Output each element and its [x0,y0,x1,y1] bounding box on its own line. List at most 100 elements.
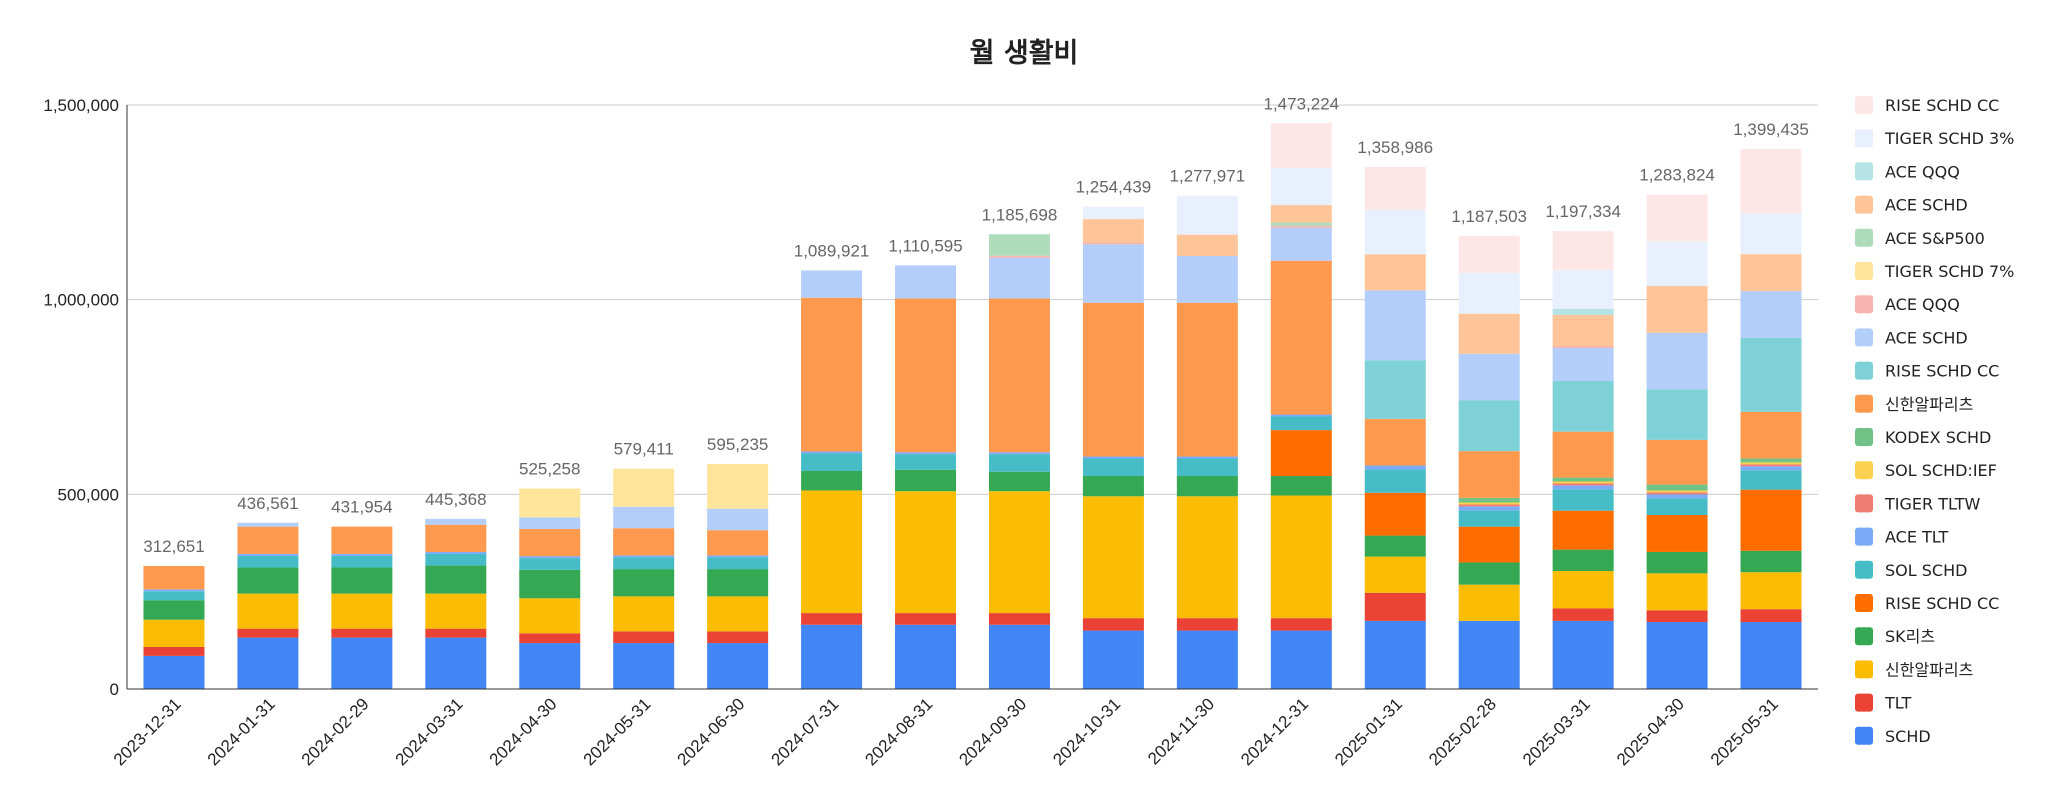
bar-segment [1082,242,1144,245]
bar-segment [1740,291,1802,338]
legend-swatch [1855,129,1873,148]
legend-swatch [1855,195,1873,214]
bar-segment [1740,213,1802,255]
legend-swatch [1855,295,1873,314]
bar-segment [1082,219,1144,243]
legend-label: SCHD [1885,727,1931,746]
legend-swatch [1855,594,1873,612]
total-label: 1,185,698 [982,205,1058,224]
legend-label: RISE SCHD CC [1885,594,1999,613]
chart-title: 월 생활비 [970,38,1079,69]
y-axis: 0 500,000 1,000,000 1,500,000 [43,96,128,699]
bar-segment [425,553,487,566]
bar-segment [425,593,487,629]
bar-segment [1552,571,1614,609]
bar-segment [1646,610,1708,623]
bar-segment [1458,353,1520,401]
bar-segment [1270,416,1332,431]
bar-segment [1646,241,1708,287]
legend-swatch [1855,162,1873,181]
legend-label: KODEX SCHD [1885,428,1991,447]
bar-segment [143,591,205,601]
legend-swatch [1855,262,1873,280]
bar-segment [1740,609,1802,623]
bar-segment [237,522,299,527]
bar-segment [1740,572,1802,610]
bar-segment [519,558,581,570]
bar-segment [988,454,1050,472]
total-label: 525,258 [519,459,580,478]
bar-segment [1740,411,1802,459]
bar-segment [1458,497,1520,503]
bar-segment [1364,620,1426,689]
bar-segment [1364,556,1426,593]
bar-segment [613,528,675,556]
y-tick-label: 500,000 [58,485,119,504]
x-tick-label: 2024-12-31 [1237,694,1312,769]
bar-segment [1176,496,1238,619]
legend-label: TIGER SCHD 3% [1884,129,2014,148]
total-label: 595,235 [707,435,768,454]
bar-segment [1740,458,1802,463]
bar-segment [895,298,957,453]
bar-segment [801,270,863,298]
bar-segment [988,471,1050,492]
bar-segment [519,633,581,644]
x-tick-label: 2025-02-28 [1425,694,1500,769]
legend-label: SOL SCHD [1885,561,1967,580]
legend-swatch [1855,494,1873,513]
bar-segment [707,508,769,531]
x-tick-label: 2024-11-30 [1144,694,1218,768]
bar-segment [519,643,581,689]
bar-segment [237,593,299,629]
bar-segment [1176,302,1238,457]
total-label: 1,473,224 [1263,94,1339,113]
bar-segment [613,643,675,689]
legend-swatch [1855,627,1873,646]
legend-swatch [1855,328,1873,347]
bar-segment [1740,254,1802,292]
bar-segment [1646,490,1708,493]
bar-segment [1082,630,1144,689]
bar-segment [707,557,769,570]
legend-swatch [1855,660,1873,679]
legend-swatch [1855,461,1873,480]
bar-segment [988,255,1050,258]
bar-segment [1458,272,1520,314]
bar-segment [613,506,675,529]
bar-segment [1364,465,1426,470]
bar-segment [1270,222,1332,226]
bar-segment [801,613,863,625]
bar-segment [1458,313,1520,354]
bar-segment [1082,618,1144,631]
bar-segment [1364,166,1426,210]
bar-segment [1646,332,1708,390]
bar-segment [331,526,393,554]
legend-swatch [1855,726,1873,745]
bar-segment [1082,456,1144,459]
x-tick-label: 2025-04-30 [1613,694,1688,769]
bar-segment [1740,464,1802,467]
bar-segment [237,553,299,556]
bar-segment [237,628,299,638]
bar-segment [1270,205,1332,223]
bar-segment [237,567,299,594]
total-label: 1,283,824 [1639,166,1715,185]
bar-segment [1458,510,1520,527]
bar-segment [801,297,863,452]
total-label: 312,651 [143,537,204,556]
legend-label: SOL SCHD:IEF [1885,461,1997,480]
bar-segment [613,596,675,632]
x-tick-label: 2024-01-31 [204,694,279,769]
legend-swatch [1855,560,1873,579]
bar-segment [801,453,863,471]
x-tick-label: 2024-08-31 [861,694,936,769]
bar-segment [1176,195,1238,235]
bar-segment [1646,551,1708,574]
legend-label: TLT [1884,694,1911,713]
bar-segment [801,490,863,614]
bar-segment [425,628,487,638]
bar-segment [1552,231,1614,271]
bar-segment [1552,345,1614,348]
bar-segment [519,556,581,559]
